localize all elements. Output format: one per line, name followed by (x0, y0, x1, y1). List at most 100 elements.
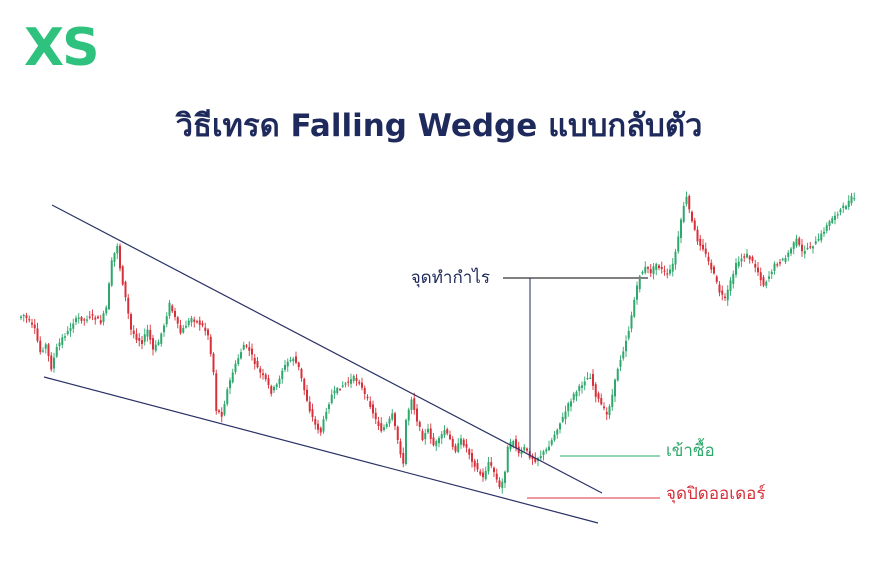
candle-body (369, 401, 372, 407)
candle-body (812, 246, 814, 249)
candle-body (83, 319, 86, 321)
candle-body (850, 196, 853, 204)
candle-body (842, 205, 845, 209)
candle-body (660, 267, 663, 270)
candle-body (765, 281, 768, 286)
candle-body (61, 337, 64, 345)
candle-body (75, 318, 77, 323)
candle-body (352, 376, 355, 381)
candle-body (611, 394, 614, 407)
candle-body (476, 463, 479, 470)
candle-body (572, 393, 575, 400)
candle-body (88, 316, 91, 318)
candle-body (781, 258, 784, 261)
candle-body (127, 297, 130, 314)
candle-body (682, 205, 685, 222)
candle-body (350, 379, 352, 384)
candle-body (638, 276, 641, 290)
candle-body (495, 473, 498, 480)
candle-body (385, 424, 388, 427)
candle-body (187, 320, 190, 326)
candle-body (550, 440, 553, 445)
candle-body (438, 438, 440, 444)
candle-body (836, 214, 839, 216)
candle-body (366, 396, 369, 399)
candle-body (597, 393, 600, 399)
candle-body (132, 330, 135, 334)
candle-body (322, 419, 325, 432)
candle-body (498, 480, 501, 488)
candle-body (215, 373, 218, 411)
candle-body (715, 276, 718, 283)
candle-body (253, 357, 256, 365)
candle-body (223, 403, 226, 415)
candle-body (559, 423, 561, 430)
candle-body (523, 446, 526, 451)
candle-body (795, 238, 798, 246)
candle-body (674, 251, 677, 265)
candle-body (341, 385, 344, 387)
candle-body (600, 398, 603, 405)
candle-body (20, 316, 22, 318)
candle-body (108, 283, 110, 310)
candle-body (273, 387, 275, 391)
candle-body (424, 433, 427, 440)
candle-body (105, 307, 108, 314)
candle-body (845, 206, 847, 209)
page-title: วิธีเทรด Falling Wedge แบบกลับตัว (175, 108, 703, 144)
candle-body (218, 410, 220, 413)
candle-body (363, 388, 366, 394)
candle-body (440, 434, 443, 439)
candle-body (658, 265, 660, 269)
candle-body (490, 462, 493, 466)
candle-body (231, 372, 234, 383)
candle-body (413, 398, 416, 411)
candle-body (570, 401, 572, 407)
candle-body (803, 250, 806, 254)
candle-body (677, 236, 680, 252)
candle-body (380, 423, 383, 432)
candle-body (622, 351, 625, 359)
candle-body (801, 244, 803, 252)
candle-body (44, 344, 47, 349)
candle-body (539, 455, 542, 459)
candle-body (418, 421, 421, 428)
candle-body (663, 270, 666, 272)
candle-body (732, 273, 735, 284)
candle-body (201, 323, 204, 326)
candle-body (53, 357, 55, 369)
candle-body (154, 344, 157, 351)
candle-body (556, 429, 559, 435)
candle-body (798, 238, 801, 245)
candle-body (647, 267, 649, 269)
candle-body (99, 320, 102, 324)
candle-body (592, 374, 594, 386)
candle-body (245, 345, 248, 347)
candle-body (583, 381, 586, 386)
candle-body (479, 471, 482, 475)
candle-body (644, 266, 647, 273)
candle-body (185, 325, 187, 328)
candle-body (707, 256, 710, 262)
candle-body (526, 448, 528, 451)
candle-body (614, 379, 616, 397)
candle-body (605, 411, 608, 415)
xs-logo: XS (24, 18, 100, 78)
candle-body (435, 441, 438, 446)
candle-body (251, 348, 253, 355)
candle-body (347, 381, 350, 383)
candle-body (80, 317, 83, 321)
candlestick-series (20, 191, 856, 494)
candle-body (641, 271, 644, 274)
candle-body (768, 276, 770, 279)
candle-body (616, 369, 619, 381)
candle-body (575, 391, 578, 397)
candle-body (171, 305, 174, 312)
candle-body (627, 330, 630, 339)
candle-body (212, 353, 215, 373)
candle-body (820, 233, 823, 241)
candle-body (344, 383, 347, 385)
candle-body (377, 421, 380, 426)
candle-body (207, 329, 209, 336)
candle-body (226, 389, 229, 405)
